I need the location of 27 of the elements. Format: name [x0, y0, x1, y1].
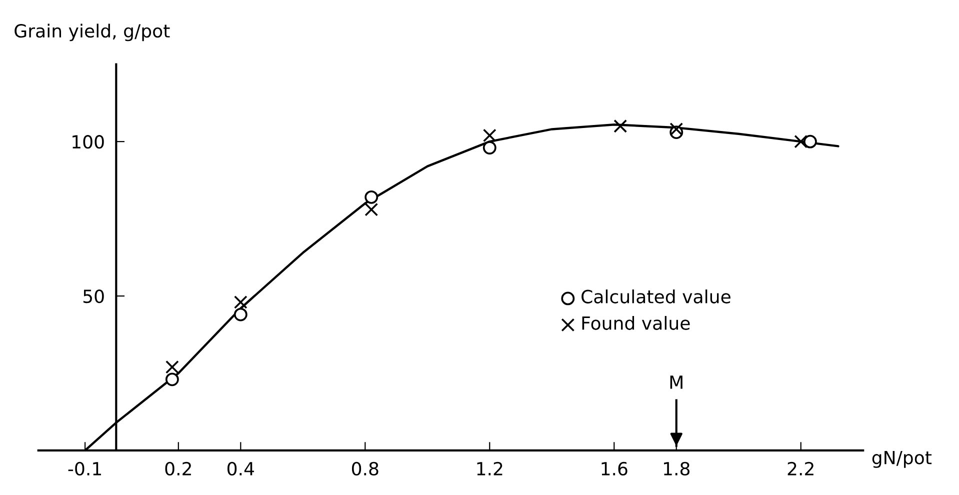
- x-tick-label: 2.2: [788, 462, 814, 476]
- point: [670, 122, 684, 136]
- point: [482, 128, 496, 142]
- point: [234, 295, 248, 309]
- point: [614, 119, 628, 133]
- point: [482, 141, 496, 154]
- x-tick-label: 0.2: [165, 462, 191, 476]
- y-tick-label: 50: [83, 289, 104, 304]
- point: [794, 134, 808, 148]
- point: [165, 360, 179, 374]
- point: [803, 134, 817, 148]
- y-tick-label: 100: [72, 135, 104, 149]
- point: [165, 372, 179, 386]
- x-tick-label: 1.8: [664, 462, 690, 476]
- y-axis-title: Grain yield, g/pot: [14, 24, 170, 42]
- x-tick-label: -0.1: [68, 462, 101, 476]
- legend-label: Calculated value: [582, 289, 730, 304]
- x-tick-label: 1.2: [477, 462, 502, 476]
- point: [364, 202, 378, 216]
- ref-line-label: M: [670, 376, 682, 389]
- x-axis-title: gN/pot: [872, 451, 932, 468]
- point: [364, 190, 378, 204]
- point: [234, 308, 248, 322]
- x-tick-label: 0.8: [352, 462, 378, 476]
- x-tick-label: 1.6: [602, 462, 628, 476]
- x-tick-label: 0.4: [227, 462, 254, 476]
- legend-label: Found value: [582, 316, 690, 330]
